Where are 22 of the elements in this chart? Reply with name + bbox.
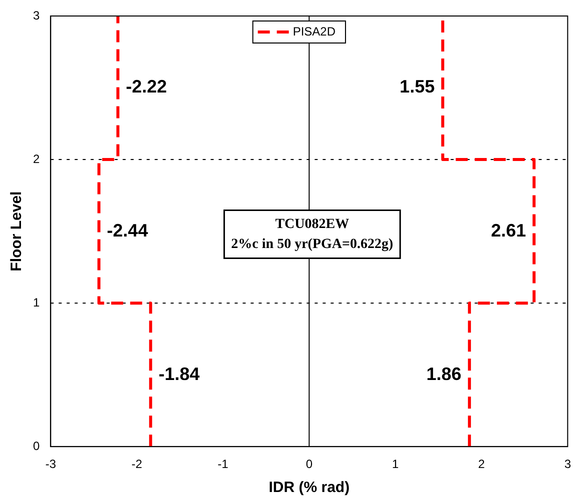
x-axis-title: IDR (% rad): [268, 479, 350, 496]
annotation: 2%c in 50 yr(PGA=0.622g): [231, 236, 394, 252]
y-tick-label: 1: [32, 295, 40, 310]
legend-label: PISA2D: [292, 24, 336, 38]
annotation: -2.44: [106, 220, 148, 240]
annotation: -1.84: [158, 364, 200, 384]
x-tick-label: 3: [564, 457, 572, 472]
annotation: -2.22: [126, 76, 167, 97]
annotation: TCU082EW: [275, 216, 350, 232]
x-tick-label: 0: [306, 457, 313, 472]
annotation: 1.55: [400, 76, 435, 97]
x-tick-label: -1: [218, 457, 229, 472]
x-tick-label: -3: [45, 457, 56, 472]
y-tick-label: 0: [32, 438, 40, 453]
annotation: 1.86: [426, 364, 462, 384]
y-tick-label: 3: [32, 8, 40, 22]
y-axis-title: Floor Level: [8, 191, 26, 272]
x-tick-label: -2: [132, 457, 142, 472]
x-tick-label: 2: [478, 457, 486, 472]
annotation: 2.61: [491, 220, 526, 240]
x-tick-label: 1: [392, 457, 399, 472]
y-tick-label: 2: [32, 152, 40, 166]
